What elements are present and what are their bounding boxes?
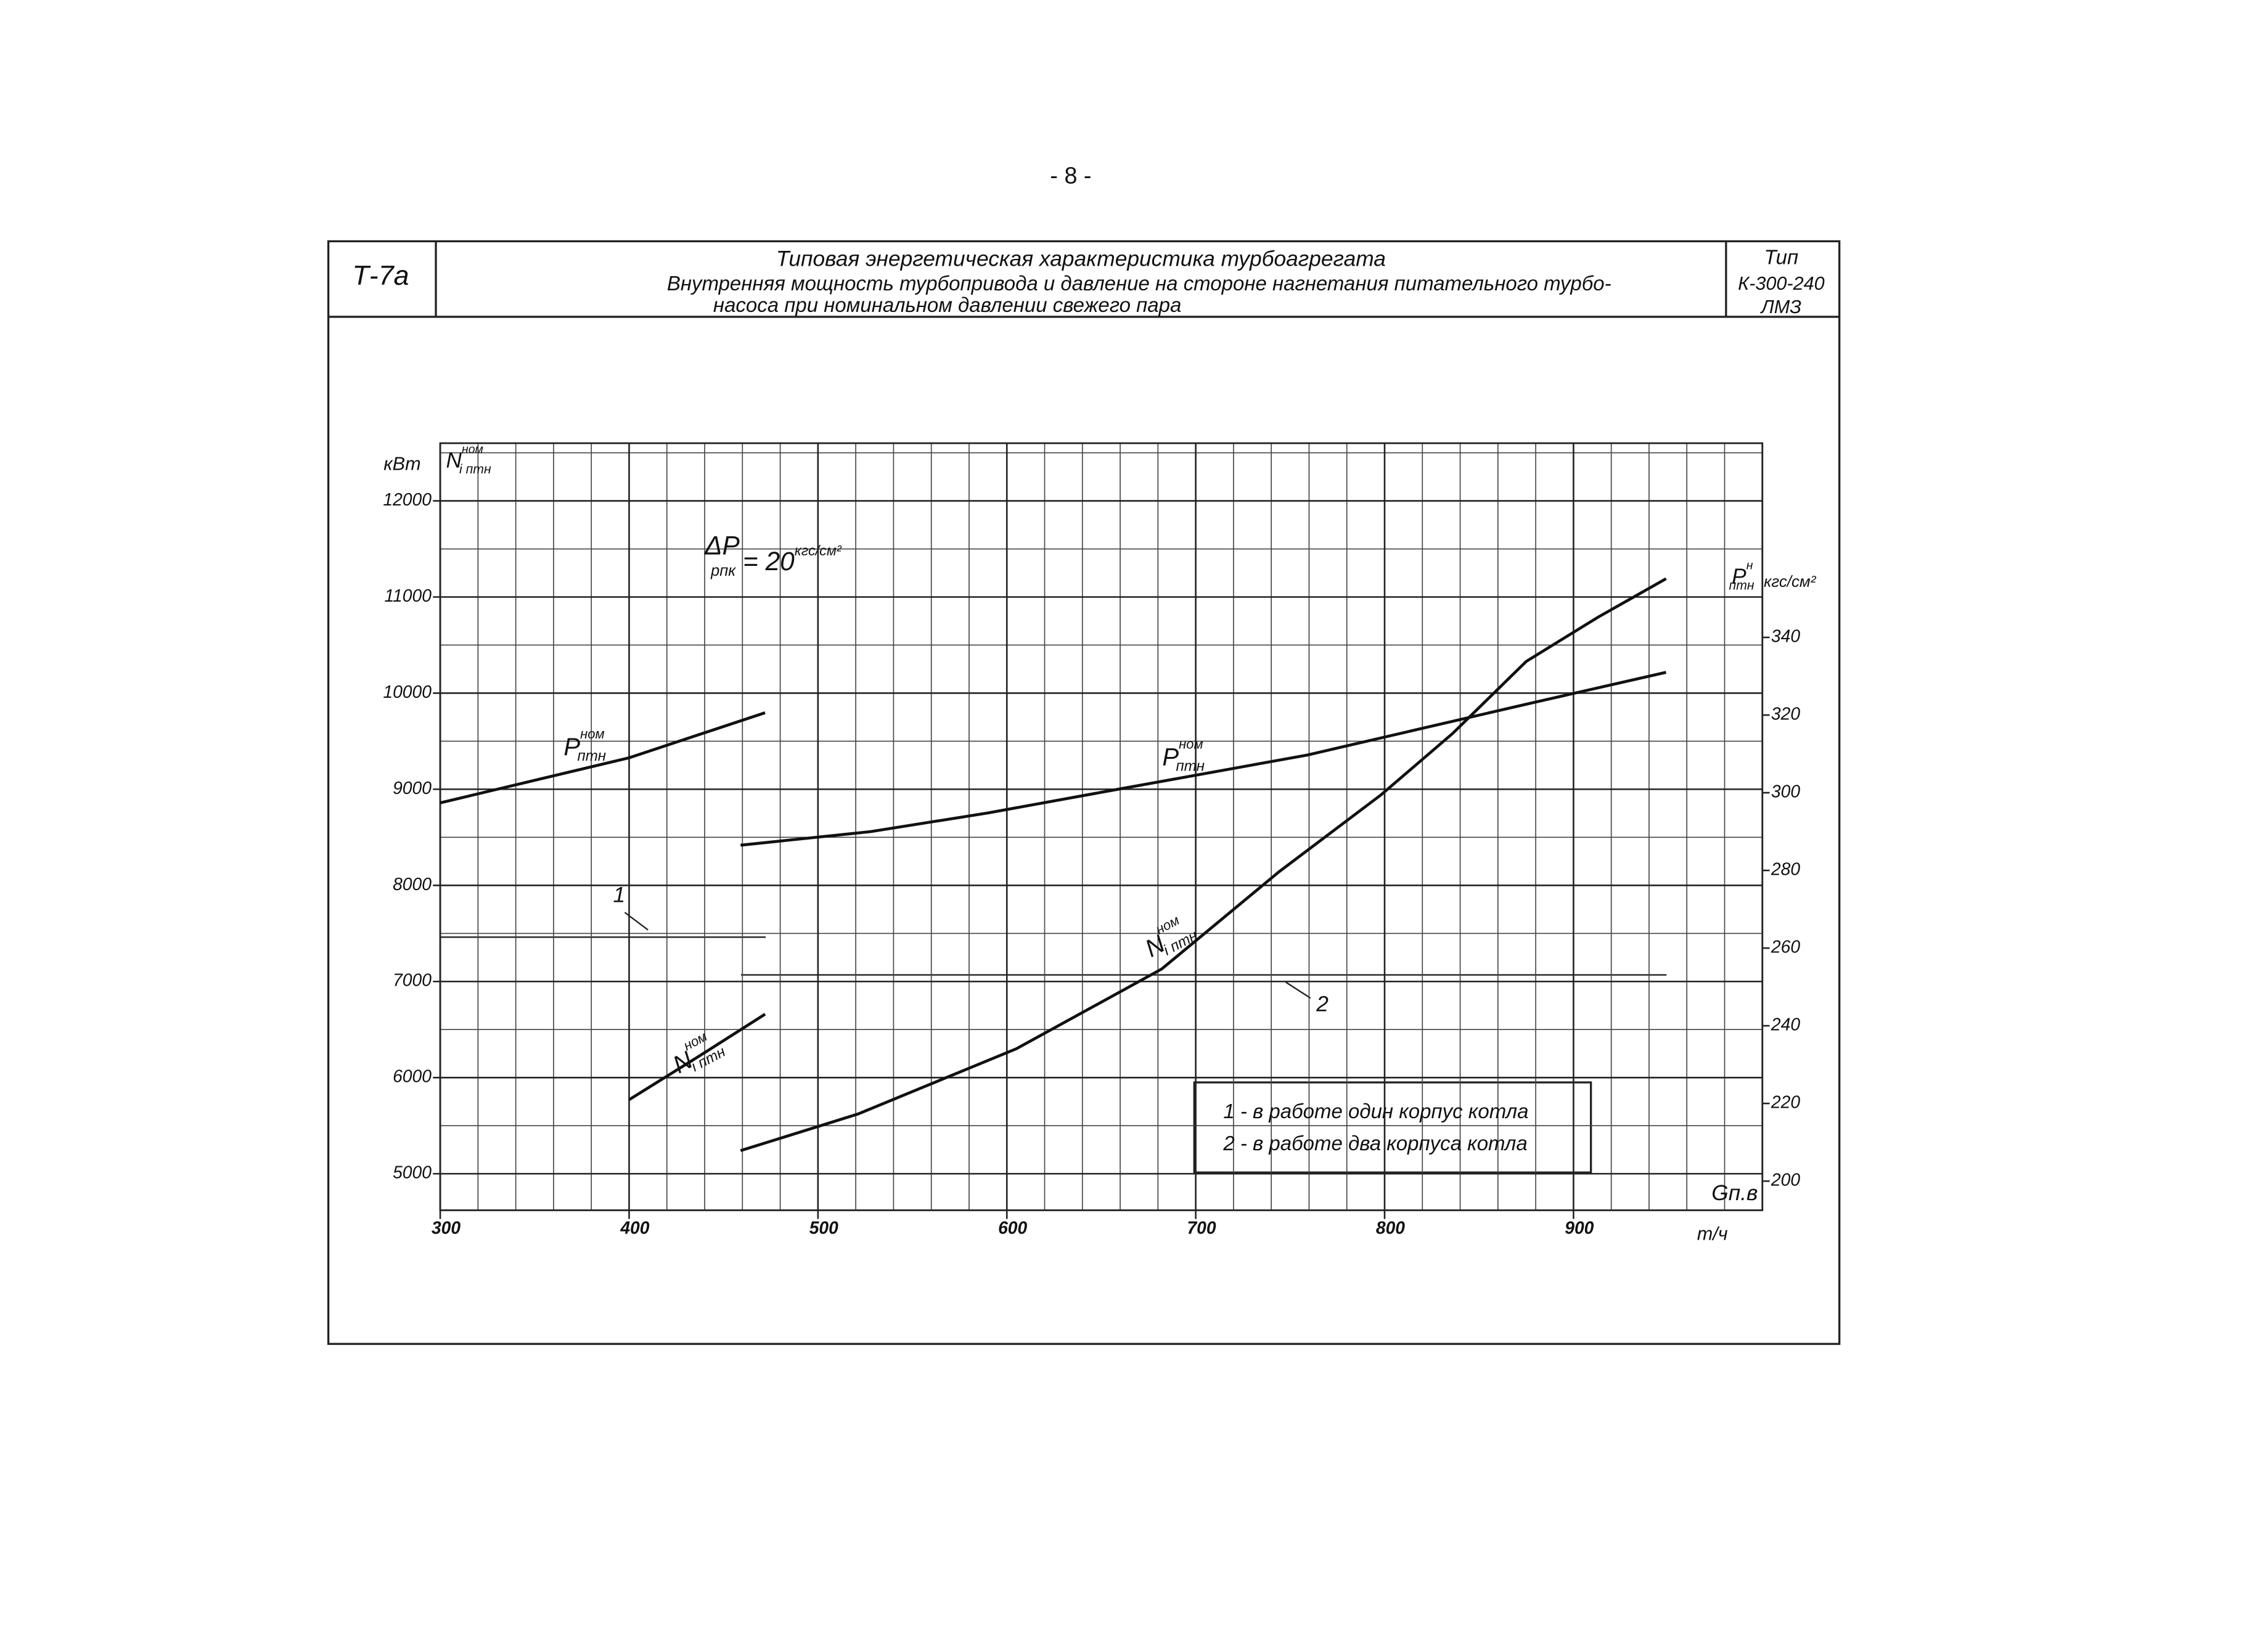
condition-label-rest: = 20 bbox=[735, 547, 795, 576]
title-line: Типовая энергетическая характеристика ту… bbox=[776, 247, 1386, 271]
x-tick-label: 300 bbox=[432, 1217, 461, 1237]
y2-axis-label-main: P bbox=[1732, 565, 1746, 589]
curve-label-main: P bbox=[1162, 743, 1179, 771]
y-tick-label: 7000 bbox=[393, 970, 432, 990]
x-tick-label: 400 bbox=[620, 1217, 649, 1237]
y2-tick-label: 200 bbox=[1771, 1170, 1800, 1190]
legend-note: 2 - в работе два корпуса котла bbox=[1222, 1132, 1527, 1155]
y2-unit: кгс/см² bbox=[1764, 573, 1817, 591]
y-axis-label-sub: i птн bbox=[459, 462, 491, 476]
title-line: Внутренняя мощность турбопривода и давле… bbox=[667, 272, 1611, 295]
x-tick-label: 900 bbox=[1565, 1217, 1594, 1237]
y2-axis-label-sup: н bbox=[1746, 559, 1753, 573]
y2-axis-label: Pн птн bbox=[1729, 559, 1755, 592]
leader bbox=[1285, 981, 1311, 999]
y2-tick-label: 240 bbox=[1771, 1015, 1800, 1034]
y2-tick-label: 320 bbox=[1771, 704, 1800, 724]
curve-label-sub: птн bbox=[578, 748, 606, 764]
y-unit: кВт bbox=[383, 453, 420, 474]
x-tick-label: 700 bbox=[1187, 1217, 1216, 1237]
type-line: ЛМЗ bbox=[1760, 296, 1802, 317]
y-axis-label-main: N bbox=[446, 449, 462, 473]
curve bbox=[440, 711, 766, 804]
curve bbox=[740, 671, 1667, 847]
curve-label: Pном птн bbox=[563, 726, 606, 765]
y2-tick-label: 220 bbox=[1771, 1092, 1800, 1112]
condition-label-main: ΔP bbox=[704, 531, 740, 560]
y-tick-label: 5000 bbox=[393, 1163, 432, 1182]
y-tick-label: 11000 bbox=[384, 586, 432, 605]
x-tick-label: 500 bbox=[809, 1217, 838, 1237]
title-line: насоса при номинальном давлении свежего … bbox=[713, 293, 1181, 316]
curve-label-sup: ном bbox=[580, 726, 604, 742]
x-tick-label: 600 bbox=[998, 1217, 1027, 1237]
legend-box bbox=[1193, 1081, 1592, 1174]
y-tick-label: 8000 bbox=[393, 874, 432, 894]
curve-label: Nномi птн bbox=[665, 1024, 728, 1082]
curve-label-sup: ном bbox=[1179, 736, 1203, 751]
y-tick-label: 6000 bbox=[393, 1066, 432, 1086]
curve-label-sub: птн bbox=[1176, 758, 1205, 775]
frame bbox=[327, 240, 1841, 1345]
y2-tick-label: 260 bbox=[1771, 937, 1800, 957]
y2-tick-label: 340 bbox=[1771, 626, 1800, 645]
condition-label-sup: кгс/см² bbox=[795, 542, 842, 558]
curve bbox=[628, 1013, 766, 1102]
sheet-code: Т-7а bbox=[352, 260, 409, 291]
legend-note: 1 - в работе один корпус котла bbox=[1223, 1100, 1528, 1122]
y2-axis-label-sub: птн bbox=[1729, 578, 1755, 592]
condition-label: ΔP рпк = 20кгс/см² bbox=[704, 531, 842, 579]
curve bbox=[740, 577, 1667, 1152]
curve-label: Nномi птн bbox=[1137, 908, 1200, 966]
curve-label: Pном птн bbox=[1162, 736, 1205, 775]
x-tick-label: 800 bbox=[1376, 1217, 1405, 1237]
curve-label-main: P bbox=[563, 733, 580, 760]
annotation: 2 bbox=[1316, 992, 1329, 1016]
y2-tick-label: 300 bbox=[1771, 782, 1800, 801]
y-axis-label: Nном i птн bbox=[446, 443, 491, 476]
condition-label-sub: рпк bbox=[710, 562, 736, 579]
annotation: 1 bbox=[613, 883, 626, 907]
y-tick-label: 12000 bbox=[383, 489, 432, 509]
leader bbox=[624, 912, 649, 931]
y2-tick-label: 280 bbox=[1771, 859, 1800, 879]
page-number: - 8 - bbox=[1050, 163, 1091, 189]
type-line: К-300-240 bbox=[1738, 273, 1825, 294]
x-unit: т/ч bbox=[1697, 1224, 1728, 1245]
type-line: Тип bbox=[1764, 245, 1799, 268]
y-axis-label-sup: ном bbox=[462, 443, 483, 456]
y-tick-label: 10000 bbox=[383, 682, 432, 701]
y-tick-label: 9000 bbox=[393, 778, 432, 798]
x-axis-label: Gп.в bbox=[1711, 1181, 1758, 1205]
